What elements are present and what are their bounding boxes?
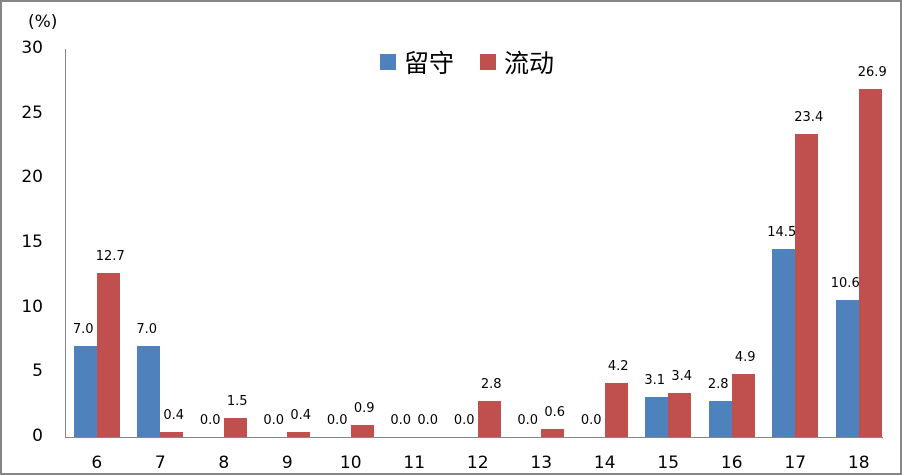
bar-liudong <box>668 393 692 437</box>
legend-label: 流动 <box>504 49 555 78</box>
data-label: 2.8 <box>480 376 502 392</box>
y-tick-label: 25 <box>21 102 43 123</box>
x-tick-label: 8 <box>218 453 230 473</box>
data-label: 1.5 <box>226 393 248 409</box>
bar-liushou <box>708 400 732 437</box>
legend-swatch-blue <box>380 54 396 70</box>
data-label: 0.0 <box>453 413 475 428</box>
data-label: 7.0 <box>136 322 158 338</box>
data-label: 0.0 <box>199 413 221 428</box>
legend-item-liushou: 留守 <box>380 44 454 80</box>
legend-label: 留守 <box>404 49 455 78</box>
data-label: 26.9 <box>857 65 887 81</box>
data-label: 0.0 <box>417 413 439 428</box>
y-tick-label: 20 <box>21 167 43 188</box>
bar-liushou <box>645 396 669 437</box>
data-label: 0.9 <box>353 401 375 417</box>
data-label: 0.0 <box>263 413 285 428</box>
data-label: 10.6 <box>830 275 860 291</box>
data-label: 0.0 <box>326 413 348 428</box>
data-label: 2.8 <box>707 376 729 392</box>
x-tick-label: 10 <box>339 453 362 473</box>
data-label: 14.5 <box>767 225 797 241</box>
bar-liudong <box>160 431 184 437</box>
x-tick-label: 12 <box>466 453 489 473</box>
legend-item-liudong: 流动 <box>480 44 554 80</box>
bar-liudong <box>795 134 819 437</box>
data-label: 0.4 <box>290 407 312 423</box>
data-label: 4.2 <box>607 358 629 374</box>
y-tick-label: 5 <box>32 361 43 382</box>
x-tick-label: 16 <box>720 453 743 473</box>
data-label: 12.7 <box>95 248 125 264</box>
x-tick-label: 15 <box>657 453 680 473</box>
bar-liudong <box>541 429 565 437</box>
legend-swatch-red <box>480 54 497 70</box>
x-tick-label: 7 <box>154 453 166 473</box>
y-axis-unit: (%) <box>28 12 58 32</box>
x-tick-label: 17 <box>784 453 807 473</box>
bar-liushou <box>772 249 796 437</box>
bar-liudong <box>477 400 501 437</box>
bar-liudong <box>858 89 882 437</box>
bar-liudong <box>604 382 628 437</box>
y-tick-label: 0 <box>32 426 43 446</box>
y-tick-label: 30 <box>21 38 43 58</box>
data-label: 0.0 <box>390 413 412 428</box>
data-label: 4.9 <box>734 349 756 365</box>
bar-liushou <box>73 346 97 437</box>
legend: 留守 流动 <box>380 44 580 80</box>
x-axis-line <box>65 437 883 438</box>
bar-liudong <box>223 417 247 437</box>
y-axis-line <box>65 49 66 438</box>
bar-liushou <box>835 299 859 437</box>
bar-liudong <box>287 431 311 437</box>
x-tick-label: 11 <box>403 453 426 473</box>
data-label: 0.6 <box>544 405 566 421</box>
data-label: 3.4 <box>671 369 693 385</box>
x-tick-label: 18 <box>847 453 870 473</box>
bar-liushou <box>137 346 161 437</box>
data-label: 0.0 <box>580 413 602 428</box>
bar-liudong <box>731 373 755 437</box>
data-label: 0.0 <box>517 413 539 428</box>
data-label: 0.4 <box>163 407 185 423</box>
data-label: 3.1 <box>644 372 666 388</box>
data-label: 7.0 <box>72 322 94 338</box>
bar-liudong <box>350 425 374 437</box>
x-tick-label: 6 <box>91 453 103 473</box>
x-tick-label: 14 <box>593 453 616 473</box>
bar-liudong <box>96 272 120 437</box>
y-tick-label: 15 <box>21 232 43 252</box>
x-tick-label: 9 <box>281 453 293 473</box>
data-label: 23.4 <box>794 110 824 126</box>
x-tick-label: 13 <box>530 453 553 473</box>
y-tick-label: 10 <box>21 296 43 317</box>
